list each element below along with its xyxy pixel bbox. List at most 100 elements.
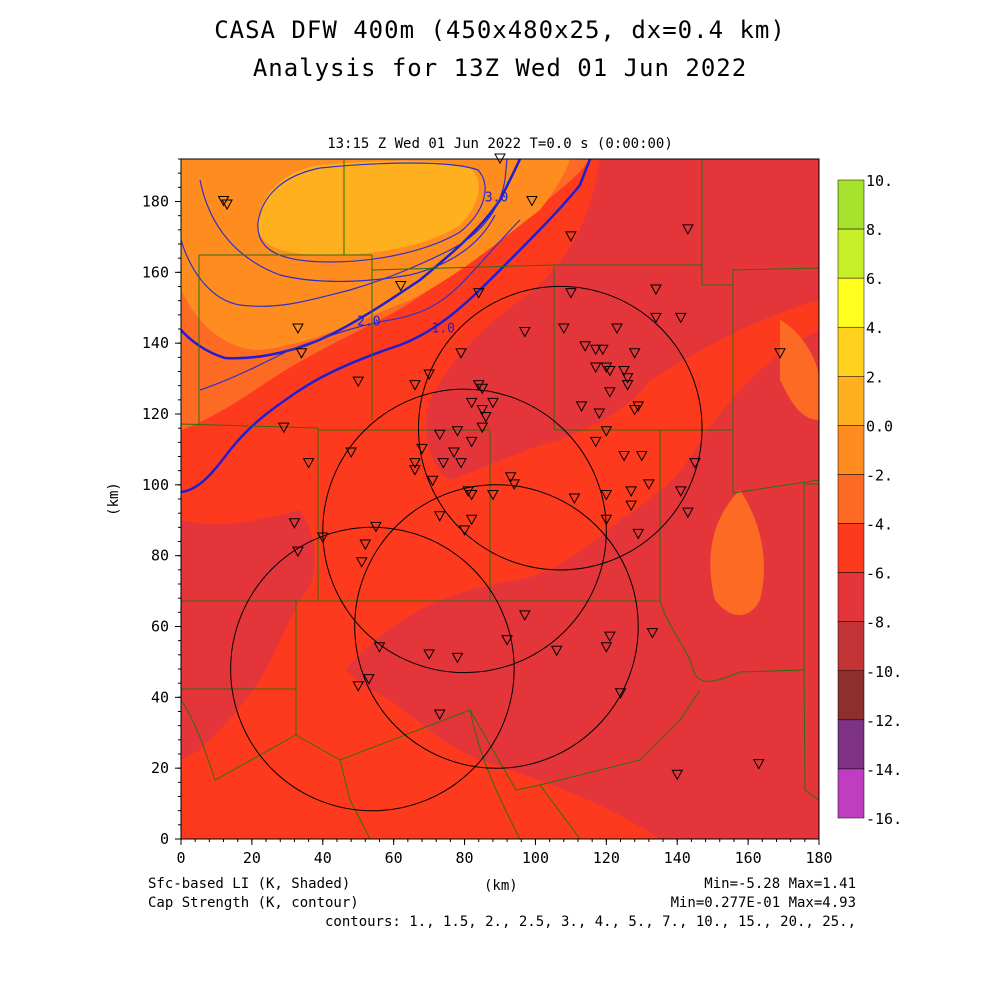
- station-marker: [352, 681, 365, 692]
- station-marker: [472, 288, 485, 299]
- station-marker: [501, 635, 513, 646]
- station-marker: [288, 518, 301, 529]
- station-marker: [621, 373, 634, 384]
- station-marker: [409, 465, 421, 476]
- radar-ring: [322, 388, 607, 674]
- station-marker: [625, 486, 637, 497]
- station-marker: [518, 327, 531, 338]
- station-marker: [433, 709, 446, 721]
- chart-subtitle: Analysis for 13Z Wed 01 Jun 2022: [252, 54, 748, 82]
- colorbar-label: 8.: [866, 221, 884, 239]
- station-marker: [550, 645, 563, 657]
- station-marker: [373, 642, 386, 653]
- x-tick-label: 120: [593, 849, 620, 867]
- x-tick-label: 40: [314, 849, 332, 867]
- station-marker: [465, 436, 478, 448]
- station-marker: [472, 380, 485, 391]
- radar-range-rings: [230, 285, 703, 812]
- y-axis-label: (km): [106, 482, 122, 516]
- station-markers: [217, 153, 786, 781]
- field-band-minus4-west: [181, 510, 315, 760]
- station-marker: [579, 341, 591, 352]
- colorbar-label: -14.: [866, 761, 902, 779]
- y-tick-label: 0: [160, 830, 169, 848]
- colorbar-label: -8.: [866, 614, 893, 632]
- field-band-minus4-east: [345, 159, 819, 839]
- colorbar-swatch: [837, 376, 865, 426]
- contour-field-label: Cap Strength (K, contour): [148, 895, 359, 911]
- contour-labels: 3.0 2.0 1.0: [357, 191, 508, 337]
- station-marker: [455, 458, 467, 469]
- station-marker: [589, 344, 602, 356]
- station-marker: [433, 511, 446, 522]
- station-marker: [774, 348, 786, 359]
- station-marker: [504, 472, 517, 483]
- contour-3: [257, 162, 486, 263]
- colorbar-label: 0.0: [866, 417, 893, 435]
- radar-ring: [417, 285, 703, 571]
- colorbar-label: 2.: [866, 368, 884, 386]
- contour-label: 1.0: [432, 322, 455, 337]
- x-tick-label: 20: [243, 849, 261, 867]
- station-marker: [316, 532, 329, 543]
- contour-label: 2.0: [357, 314, 380, 329]
- station-marker: [614, 688, 627, 699]
- station-marker: [625, 500, 637, 512]
- station-marker: [451, 426, 464, 437]
- station-marker: [604, 366, 616, 377]
- station-marker: [394, 281, 407, 292]
- station-marker: [600, 362, 613, 373]
- station-marker: [465, 397, 478, 409]
- colorbar-swatch: [837, 179, 865, 230]
- contour-minmax: Min=0.277E-01 Max=4.93: [670, 895, 856, 911]
- station-marker: [487, 397, 499, 409]
- station-marker: [593, 408, 606, 420]
- y-axis: 0 20 40 60 80 100 120 140 160 180: [142, 158, 181, 848]
- station-marker: [426, 475, 439, 487]
- contour-2: [181, 159, 508, 307]
- contour-levels: contours: 1., 1.5, 2., 2.5, 3., 4., 5., …: [324, 914, 856, 930]
- station-marker: [565, 231, 577, 242]
- lifted-index-field: [181, 159, 819, 839]
- colorbar-label: -4.: [866, 516, 893, 534]
- station-marker: [600, 489, 613, 501]
- time-label: 13:15 Z Wed 01 Jun 2022 T=0.0 s (0:00:00…: [327, 136, 673, 152]
- station-marker: [302, 458, 315, 469]
- x-tick-label: 0: [176, 849, 185, 867]
- y-tick-label: 40: [151, 688, 169, 706]
- station-marker: [628, 348, 641, 359]
- station-marker: [465, 514, 478, 526]
- station-marker: [221, 199, 233, 211]
- x-tick-label: 160: [735, 849, 762, 867]
- station-marker: [451, 652, 464, 664]
- station-marker: [557, 323, 570, 335]
- station-marker: [370, 521, 382, 533]
- station-marker: [352, 376, 365, 388]
- colorbar-swatch: [837, 572, 865, 622]
- station-marker: [462, 486, 474, 497]
- y-tick-label: 20: [151, 759, 169, 777]
- station-marker: [589, 436, 602, 448]
- field-band-2: [257, 160, 479, 255]
- station-marker: [689, 458, 701, 469]
- radar-ring: [354, 484, 639, 769]
- station-marker: [600, 426, 613, 437]
- station-marker: [632, 401, 645, 412]
- station-marker: [618, 366, 630, 377]
- station-marker: [568, 493, 581, 505]
- station-marker: [277, 422, 290, 434]
- colorbar-swatch: [837, 523, 865, 573]
- station-marker: [526, 196, 538, 207]
- colorbar-label: 10.: [866, 172, 893, 190]
- station-marker: [628, 404, 641, 416]
- station-marker: [671, 769, 684, 781]
- x-tick-label: 60: [385, 849, 403, 867]
- station-marker: [423, 649, 435, 660]
- shaded-minmax: Min=-5.28 Max=1.41: [704, 876, 856, 892]
- contour-label: 3.0: [485, 191, 508, 206]
- station-marker: [217, 196, 230, 207]
- station-marker: [682, 224, 694, 235]
- station-marker: [458, 525, 471, 536]
- station-marker: [437, 458, 450, 469]
- colorbar-swatch: [837, 621, 865, 672]
